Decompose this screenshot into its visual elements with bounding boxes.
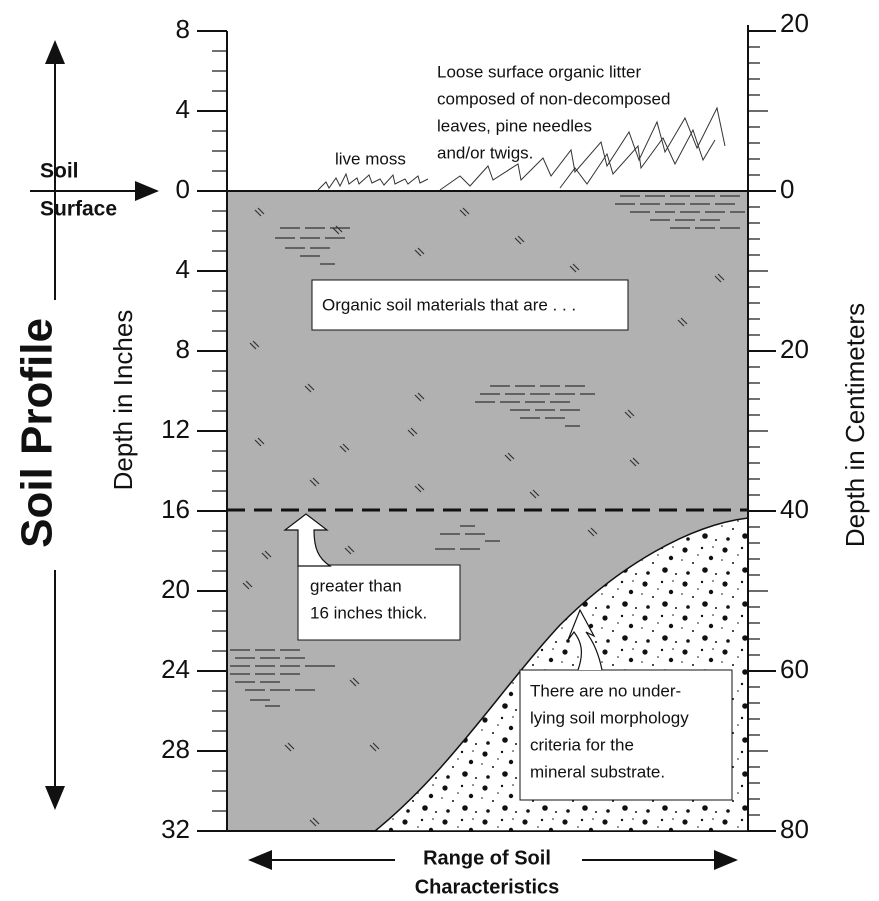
annotation: criteria for the	[530, 735, 634, 754]
left-tick-label: 28	[161, 734, 190, 764]
annotation-box	[519, 669, 733, 801]
organic-litter	[439, 106, 726, 191]
annotation: lying soil morphology	[530, 708, 689, 727]
annotation: Organic soil materials that are . . .	[322, 295, 576, 314]
annotation-box	[311, 279, 629, 331]
right-tick-label: 0	[780, 174, 794, 204]
range-label: Range of Soil	[423, 847, 551, 869]
right-tick-label: 80	[780, 814, 809, 844]
annotation: greater than	[310, 576, 402, 595]
annotation: and/or twigs.	[437, 143, 533, 162]
annotation: 16 inches thick.	[310, 603, 427, 622]
soil-texture	[230, 195, 745, 827]
annotation: leaves, pine needles	[437, 116, 592, 135]
surface-label: Surface	[40, 198, 117, 221]
annotation: mineral substrate.	[530, 762, 665, 781]
left-tick-label: 24	[161, 654, 190, 684]
right-tick-label: 20	[780, 8, 809, 38]
surface-label: Soil	[40, 160, 79, 183]
right-tick-label: 60	[780, 654, 809, 684]
annotation: composed of non-decomposed	[437, 89, 670, 108]
annotation: Loose surface organic litter	[437, 62, 641, 81]
left-tick-label: 8	[176, 334, 190, 364]
right-axis-title: Depth in Centimeters	[840, 303, 870, 547]
annotation: live moss	[335, 149, 406, 168]
annotation-pointer	[283, 513, 332, 567]
annotation-box	[297, 564, 461, 641]
left-tick-label: 16	[161, 494, 190, 524]
soil-profile-title: Soil Profile	[13, 318, 62, 548]
left-tick-label: 12	[161, 414, 190, 444]
right-tick-label: 40	[780, 494, 809, 524]
left-axis-title: Depth in Inches	[108, 310, 138, 491]
left-tick-label: 4	[176, 254, 190, 284]
range-label: Characteristics	[415, 876, 560, 898]
left-tick-label: 4	[176, 94, 190, 124]
live-moss	[317, 172, 429, 191]
left-tick-label: 20	[161, 574, 190, 604]
left-tick-label: 0	[176, 174, 190, 204]
annotation-pointer	[567, 608, 603, 671]
left-tick-label: 32	[161, 814, 190, 844]
left-tick-label: 8	[176, 14, 190, 44]
right-tick-label: 20	[780, 334, 809, 364]
annotation: There are no under-	[530, 681, 681, 700]
